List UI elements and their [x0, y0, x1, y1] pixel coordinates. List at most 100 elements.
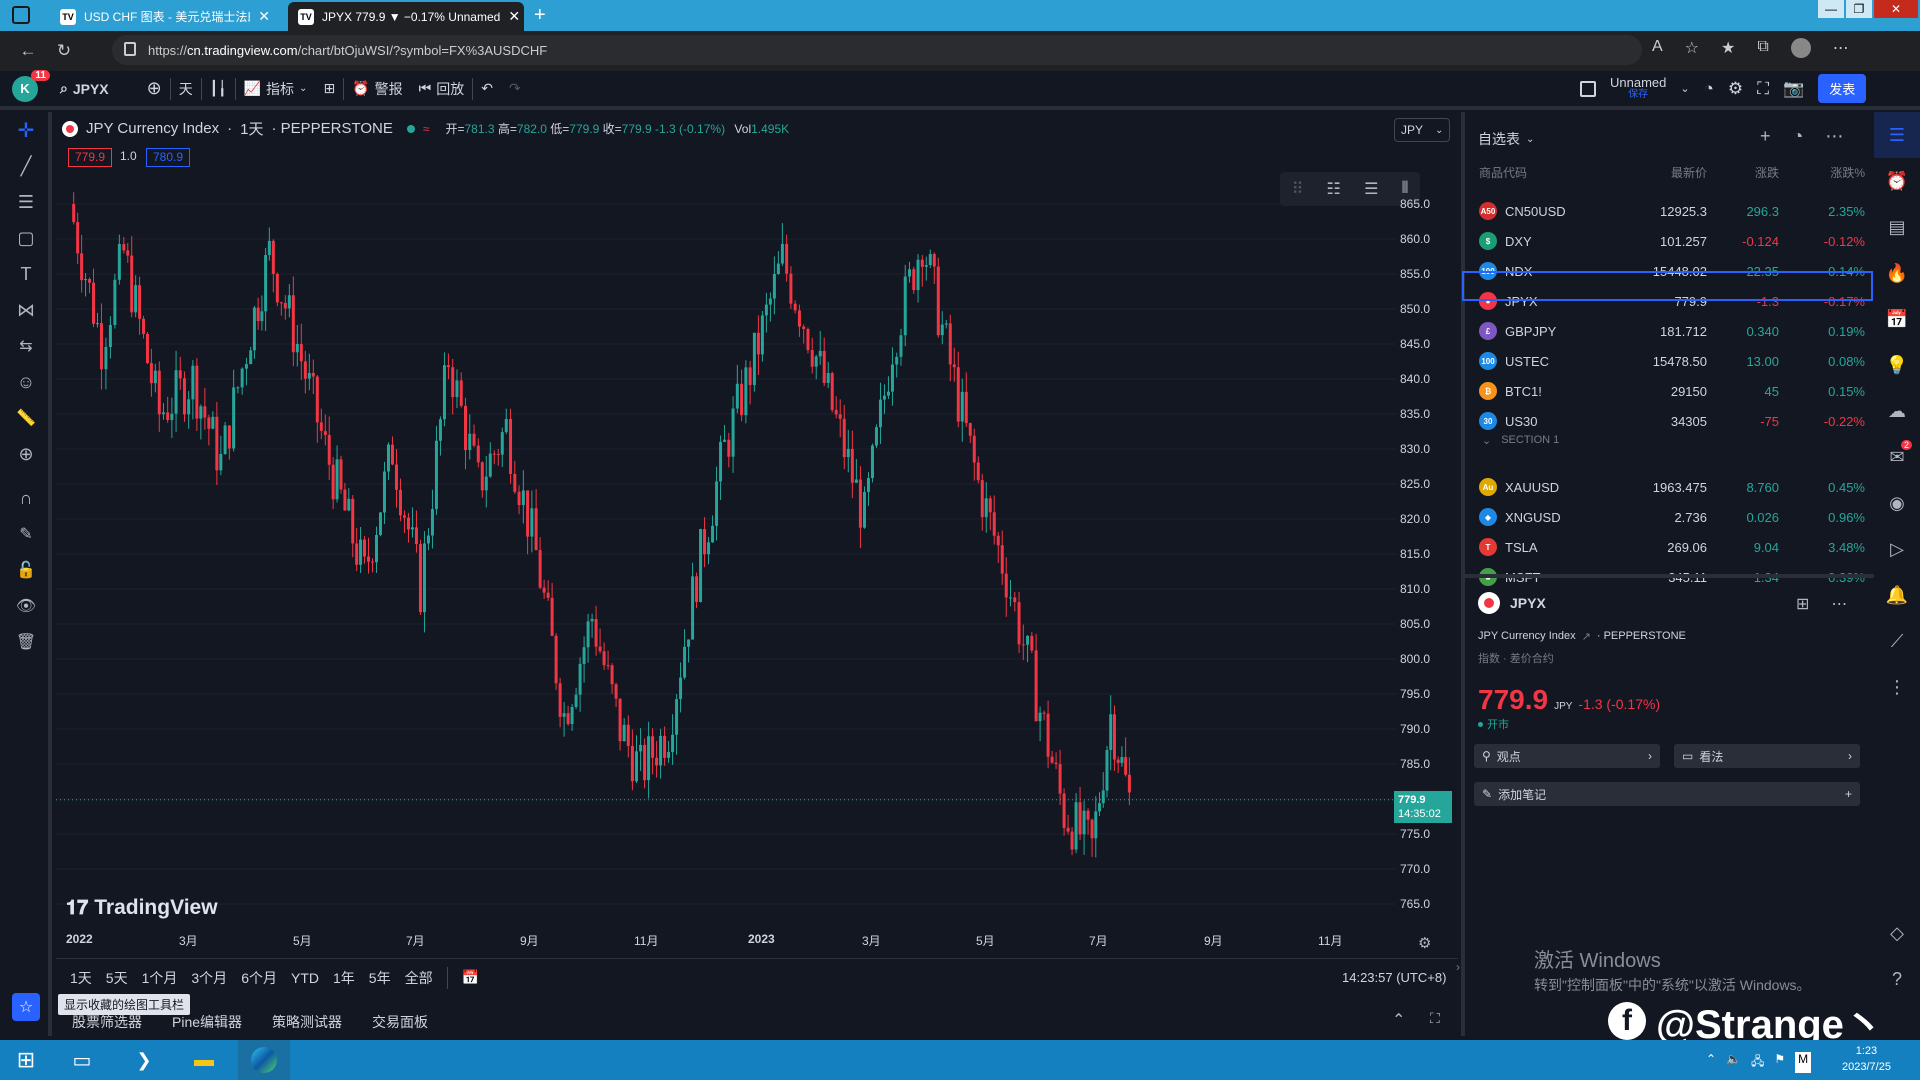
redo-icon[interactable]: ↷ [508, 80, 521, 96]
watchlist-row[interactable]: $ DXY 101.257 -0.124 -0.12% [1465, 226, 1874, 256]
ideas-bulb-icon[interactable]: 💡 [1885, 354, 1909, 375]
chat-cloud-icon[interactable]: ☁ [1888, 400, 1906, 421]
draw-mode-icon[interactable]: ✎ [19, 526, 33, 543]
layout-name-button[interactable]: Unnamed 保存 [1610, 76, 1666, 101]
close-tab-icon[interactable]: ✕ [258, 8, 270, 24]
details-full-name[interactable]: JPY Currency Index [1478, 630, 1576, 642]
timeframe-button[interactable]: 6个月 [241, 969, 277, 986]
col-change[interactable]: 涨跌 [1754, 166, 1779, 180]
favorites-icon[interactable]: ★ [1721, 40, 1736, 57]
fib-icon[interactable]: ☰ [17, 191, 35, 212]
sliders-icon[interactable]: ☷ [1326, 181, 1341, 198]
external-link-icon[interactable]: ↗ [1581, 631, 1591, 643]
watchlist-title[interactable]: 自选表 ⌄ [1478, 129, 1534, 149]
axis-settings-icon[interactable]: ⚙ [1418, 935, 1432, 952]
favorites-star-button[interactable]: ☆ [12, 993, 40, 1021]
minimize-button[interactable]: — [1818, 0, 1844, 18]
read-aloud-icon[interactable]: A [1652, 38, 1663, 55]
ruler-icon[interactable]: 📏 [16, 410, 36, 427]
filters-icon[interactable]: ☰ [1364, 181, 1379, 198]
restore-button[interactable]: ❐ [1846, 0, 1872, 18]
favorite-icon[interactable]: ☆ [1684, 40, 1700, 57]
new-tab-button[interactable]: + [534, 4, 546, 26]
fullscreen-icon[interactable]: ⛶ [1757, 78, 1770, 98]
publish-button[interactable]: 发表 [1818, 74, 1867, 103]
chevron-down-icon[interactable]: ⌄ [1680, 83, 1690, 95]
hotlist-icon[interactable]: 🔥 [1885, 262, 1909, 283]
add-note-button[interactable]: ✎ 添加笔记 + [1474, 782, 1860, 806]
messages-icon[interactable]: ✉ 2 [1874, 434, 1920, 480]
watchlist-row[interactable]: £ GBPJPY 181.712 0.340 0.19% [1465, 316, 1874, 346]
play-icon[interactable]: ▷ [1890, 538, 1904, 559]
quick-search-icon[interactable]: ◔ [1703, 78, 1714, 98]
ime-icon[interactable]: M [1795, 1052, 1812, 1073]
volume-icon[interactable]: 🔈 [1726, 1052, 1742, 1066]
more-options-icon[interactable]: ⋯ [1831, 596, 1848, 613]
camera-icon[interactable]: 📷 [1783, 78, 1805, 98]
ideas-button[interactable]: ⚲ 观点 › [1474, 744, 1660, 768]
opinion-button[interactable]: ▭ 看法 › [1674, 744, 1860, 768]
timeframe-button[interactable]: 5年 [368, 969, 391, 986]
replay-button[interactable]: ⏮ 回放 [411, 71, 473, 106]
file-explorer-icon[interactable]: ▬ [194, 1048, 214, 1071]
col-change-pct[interactable]: 涨跌% [1830, 166, 1865, 180]
candlestick-chart[interactable] [56, 112, 1458, 956]
rectangle-icon[interactable]: ▢ [17, 227, 35, 248]
zoom-in-icon[interactable]: ⊕ [18, 443, 34, 464]
add-symbol-icon[interactable]: + [1760, 126, 1771, 146]
calendar-icon[interactable]: 📅 [1885, 308, 1909, 329]
watchlist-row[interactable]: Au XAUUSD 1963.475 8.760 0.45% [1465, 472, 1874, 502]
grid-icon[interactable]: ⊞ [1796, 596, 1810, 613]
crosshair-icon[interactable]: ✛ [17, 119, 35, 142]
collapse-panel-icon[interactable]: › [1456, 960, 1460, 974]
browser-tab-usdchf[interactable]: TV USD CHF 图表 - 美元兑瑞士法郎 ✕ [50, 2, 280, 31]
chart-type-icon[interactable]: ┃╽ [209, 80, 227, 96]
legend-symbol-name[interactable]: JPY Currency Index [86, 120, 220, 137]
section-header[interactable]: ⌄ SECTION 1 [1482, 434, 1559, 447]
timeframe-button[interactable]: 1天 [70, 969, 92, 986]
refresh-icon[interactable]: ↻ [56, 41, 72, 60]
more-icon[interactable]: ⋯ [1832, 40, 1849, 57]
templates-icon[interactable]: ⊞ [323, 80, 336, 96]
text-icon[interactable]: T [20, 263, 32, 284]
back-icon[interactable]: ← [19, 41, 37, 60]
trading-icon[interactable]: ⟋ [1890, 630, 1904, 651]
close-tab-icon[interactable]: ✕ [508, 8, 521, 24]
alerts-clock-icon[interactable]: ⏰ [1885, 170, 1909, 191]
browser-tab-jpyx[interactable]: TV JPYX 779.9 ▼ −0.17% Unnamed ✕ [288, 2, 524, 31]
trendline-icon[interactable]: ╱ [20, 155, 32, 176]
watchlist-icon[interactable]: ☰ [1874, 112, 1920, 158]
watchlist-row[interactable]: ● JPYX 779.9 -1.3 -0.17% [1465, 286, 1874, 316]
flag-icon[interactable]: ⚑ [1774, 1052, 1786, 1066]
avatar[interactable]: K 11 [12, 69, 50, 102]
close-window-button[interactable]: ✕ [1874, 0, 1918, 18]
prediction-icon[interactable]: ⇆ [19, 338, 33, 355]
help-icon[interactable]: ? [1891, 968, 1902, 989]
more-options-icon[interactable]: ⋯ [1825, 126, 1844, 146]
network-icon[interactable]: 🖧 [1751, 1054, 1765, 1068]
layout-square-icon[interactable] [1580, 80, 1596, 97]
watchlist-row[interactable]: 30 US30 34305 -75 -0.22% [1465, 406, 1874, 436]
candles-settings-icon[interactable]: ⫴ [1401, 180, 1409, 197]
drag-handle-icon[interactable]: ⠿ [1291, 181, 1304, 198]
powershell-icon[interactable]: ❯ [136, 1049, 152, 1070]
bottom-panel-tab[interactable]: 股票筛选器 [72, 1014, 142, 1030]
taskbar-clock[interactable]: 1:23 2023/7/25 [1842, 1043, 1891, 1075]
timeframe-button[interactable]: 全部 [404, 969, 433, 986]
bottom-panel-tab[interactable]: 交易面板 [372, 1014, 429, 1030]
interval-button[interactable]: 天 [171, 71, 201, 106]
timeframe-button[interactable]: 5天 [105, 969, 128, 986]
url-field[interactable]: https://cn.tradingview.com/chart/btOjuWS… [112, 35, 1642, 65]
watchlist-row[interactable]: ₿ BTC1! 29150 45 0.15% [1465, 376, 1874, 406]
indicators-button[interactable]: 📈 指标 ⌄ [236, 71, 316, 106]
alert-button[interactable]: ⏰ 警报 [344, 71, 410, 106]
price-axis[interactable]: 865.0 860.0 855.0 850.0 845.0 840.0 835.0 830.0… [1396, 112, 1458, 956]
tab-actions-icon[interactable] [12, 6, 30, 24]
timezone-clock[interactable]: 14:23:57 (UTC+8) [1342, 970, 1447, 985]
chart-pane[interactable] [56, 112, 1458, 956]
symbol-search-button[interactable]: ⌕ JPYX [52, 71, 117, 106]
pattern-icon[interactable]: ⋈ [17, 299, 35, 320]
watchlist-row[interactable]: T TSLA 269.06 9.04 3.48% [1465, 532, 1874, 562]
collections-icon[interactable]: ⧉ [1757, 38, 1769, 55]
watchlist-row[interactable]: ◆ XNGUSD 2.736 0.026 0.96% [1465, 502, 1874, 532]
